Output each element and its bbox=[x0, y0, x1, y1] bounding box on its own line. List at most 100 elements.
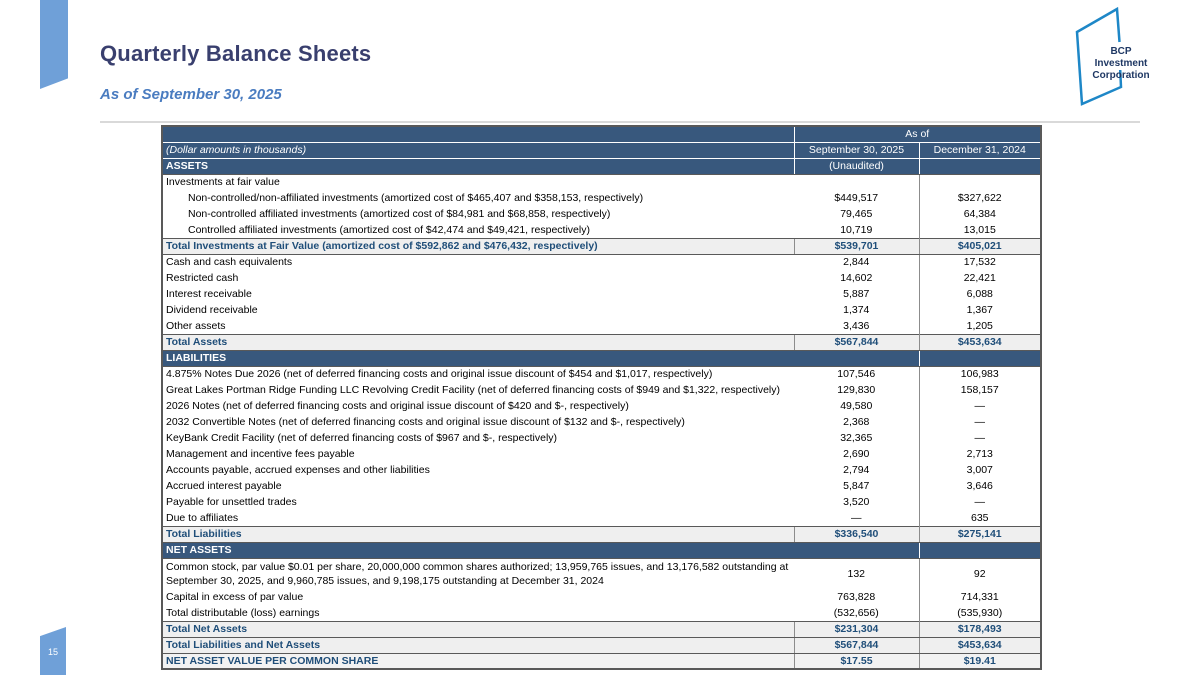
value-cell: 2,713 bbox=[918, 446, 1041, 462]
table-row: Investments at fair value bbox=[162, 174, 1041, 190]
page-subtitle: As of September 30, 2025 bbox=[100, 86, 282, 103]
row-label: Accounts payable, accrued expenses and o… bbox=[166, 463, 430, 476]
table-row: Accrued interest payable 5,847 3,646 bbox=[162, 478, 1041, 494]
value-cell: 6,088 bbox=[918, 286, 1041, 302]
row-label: Great Lakes Portman Ridge Funding LLC Re… bbox=[166, 383, 780, 396]
value-cell: — bbox=[851, 511, 862, 524]
value-cell: $567,844 bbox=[793, 333, 919, 351]
value-cell bbox=[918, 349, 1041, 367]
row-label: Total distributable (loss) earnings bbox=[166, 606, 320, 619]
value-cell: — bbox=[918, 430, 1041, 446]
table-row: Due to affiliates — 635 bbox=[162, 510, 1041, 526]
value-cell bbox=[794, 349, 919, 367]
value-cell: 1,374 bbox=[843, 303, 870, 316]
value-cell: $19.41 bbox=[918, 652, 1041, 670]
row-label: Accrued interest payable bbox=[166, 479, 282, 492]
row-label: LIABILITIES bbox=[162, 349, 794, 367]
value-cell: $453,634 bbox=[918, 636, 1041, 654]
row-label: Interest receivable bbox=[166, 287, 252, 300]
value-cell: 17,532 bbox=[918, 254, 1041, 270]
section-header-row: LIABILITIES bbox=[162, 349, 1041, 367]
row-label: Payable for unsettled trades bbox=[166, 495, 297, 508]
row-label: Due to affiliates bbox=[166, 511, 239, 524]
value-cell: 2,368 bbox=[843, 415, 870, 428]
value-cell: 3,436 bbox=[843, 319, 870, 332]
logo-text-line1: BCP Investment bbox=[1094, 46, 1148, 69]
table-row: Great Lakes Portman Ridge Funding LLC Re… bbox=[162, 382, 1041, 398]
corner-ribbon-shape bbox=[40, 0, 68, 89]
table-row: 4.875% Notes Due 2026 (net of deferred f… bbox=[162, 366, 1041, 382]
company-logo: BCP Investment Corporation bbox=[1070, 4, 1162, 116]
value-cell: 2,794 bbox=[843, 463, 870, 476]
logo-parallelogram-icon bbox=[1075, 6, 1123, 106]
value-cell: 635 bbox=[918, 510, 1041, 526]
page-number-marker: 15 bbox=[40, 627, 66, 675]
section-header-assets: ASSETS bbox=[162, 158, 794, 175]
value-cell: 5,887 bbox=[843, 287, 870, 300]
value-cell: $327,622 bbox=[918, 190, 1041, 206]
value-cell: 64,384 bbox=[918, 206, 1041, 222]
row-label: Non-controlled/non-affiliated investment… bbox=[188, 191, 644, 204]
row-label: Total Assets bbox=[162, 333, 794, 351]
value-cell: 13,015 bbox=[918, 222, 1041, 238]
table-row: Common stock, par value $0.01 per share,… bbox=[162, 558, 1041, 589]
row-label: 2032 Convertible Notes (net of deferred … bbox=[166, 415, 685, 428]
as-of-header: As of bbox=[793, 126, 1041, 143]
value-cell: 2,844 bbox=[843, 256, 870, 269]
value-cell: 92 bbox=[918, 558, 1041, 589]
table-row: Cash and cash equivalents 2,844 17,532 bbox=[162, 254, 1041, 270]
row-label: Management and incentive fees payable bbox=[166, 447, 355, 460]
value-cell: $275,141 bbox=[918, 525, 1041, 543]
table-row: Total Net Assets $231,304 $178,493 bbox=[162, 620, 1041, 638]
value-cell: $449,517 bbox=[834, 191, 879, 204]
table-row: Management and incentive fees payable 2,6… bbox=[162, 446, 1041, 462]
row-label: Investments at fair value bbox=[166, 176, 280, 189]
section-header-row: NET ASSETS bbox=[162, 541, 1041, 559]
value-cell: — bbox=[918, 494, 1041, 510]
value-cell: $567,844 bbox=[793, 636, 919, 654]
value-cell: 5,847 bbox=[843, 479, 870, 492]
value-cell: (532,656) bbox=[833, 606, 879, 619]
table-row: Accounts payable, accrued expenses and o… bbox=[162, 462, 1041, 478]
value-cell: $336,540 bbox=[793, 525, 919, 543]
logo-text: BCP Investment Corporation bbox=[1083, 46, 1159, 82]
row-label: Capital in excess of par value bbox=[166, 590, 304, 603]
value-cell: 107,546 bbox=[837, 368, 876, 381]
header-divider bbox=[100, 121, 1140, 123]
value-cell: 714,331 bbox=[918, 589, 1041, 605]
page-number: 15 bbox=[47, 647, 58, 657]
value-cell bbox=[918, 174, 1041, 190]
value-cell: $405,021 bbox=[918, 237, 1041, 255]
row-label: Total Net Assets bbox=[162, 620, 794, 638]
value-cell: 763,828 bbox=[837, 590, 876, 603]
table-row: Dividend receivable 1,374 1,367 bbox=[162, 302, 1041, 318]
value-cell: $178,493 bbox=[918, 620, 1041, 638]
value-cell: 14,602 bbox=[840, 271, 873, 284]
value-cell: $17.55 bbox=[793, 652, 919, 670]
table-row: Controlled affiliated investments (amort… bbox=[162, 222, 1041, 238]
row-label: Total Investments at Fair Value (amortiz… bbox=[162, 237, 794, 255]
table-row: Total Liabilities and Net Assets $567,844… bbox=[162, 636, 1041, 654]
table-row: NET ASSET VALUE PER COMMON SHARE $17.55 $1… bbox=[162, 652, 1041, 670]
header-empty-cell bbox=[918, 158, 1041, 175]
header-empty-cell bbox=[162, 126, 794, 143]
value-cell: $453,634 bbox=[918, 333, 1041, 351]
value-cell: $231,304 bbox=[793, 620, 919, 638]
table-row: Total Assets $567,844 $453,634 bbox=[162, 333, 1041, 351]
table-row: Non-controlled affiliated investments (a… bbox=[162, 206, 1041, 222]
table-row: Restricted cash 14,602 22,421 bbox=[162, 270, 1041, 286]
value-cell: 3,520 bbox=[843, 495, 870, 508]
row-label: Total Liabilities and Net Assets bbox=[162, 636, 794, 654]
value-cell: (535,930) bbox=[918, 605, 1041, 621]
value-cell: — bbox=[918, 414, 1041, 430]
value-cell bbox=[918, 541, 1041, 559]
value-cell: 132 bbox=[847, 567, 866, 580]
page-title: Quarterly Balance Sheets bbox=[100, 41, 372, 66]
value-cell: 106,983 bbox=[918, 366, 1041, 382]
value-cell: — bbox=[918, 398, 1041, 414]
value-cell bbox=[794, 541, 919, 559]
value-cell: 129,830 bbox=[837, 383, 876, 396]
table-row: Total distributable (loss) earnings (532,… bbox=[162, 605, 1041, 621]
row-label: Dividend receivable bbox=[166, 303, 258, 316]
row-label: KeyBank Credit Facility (net of deferred… bbox=[166, 431, 558, 444]
